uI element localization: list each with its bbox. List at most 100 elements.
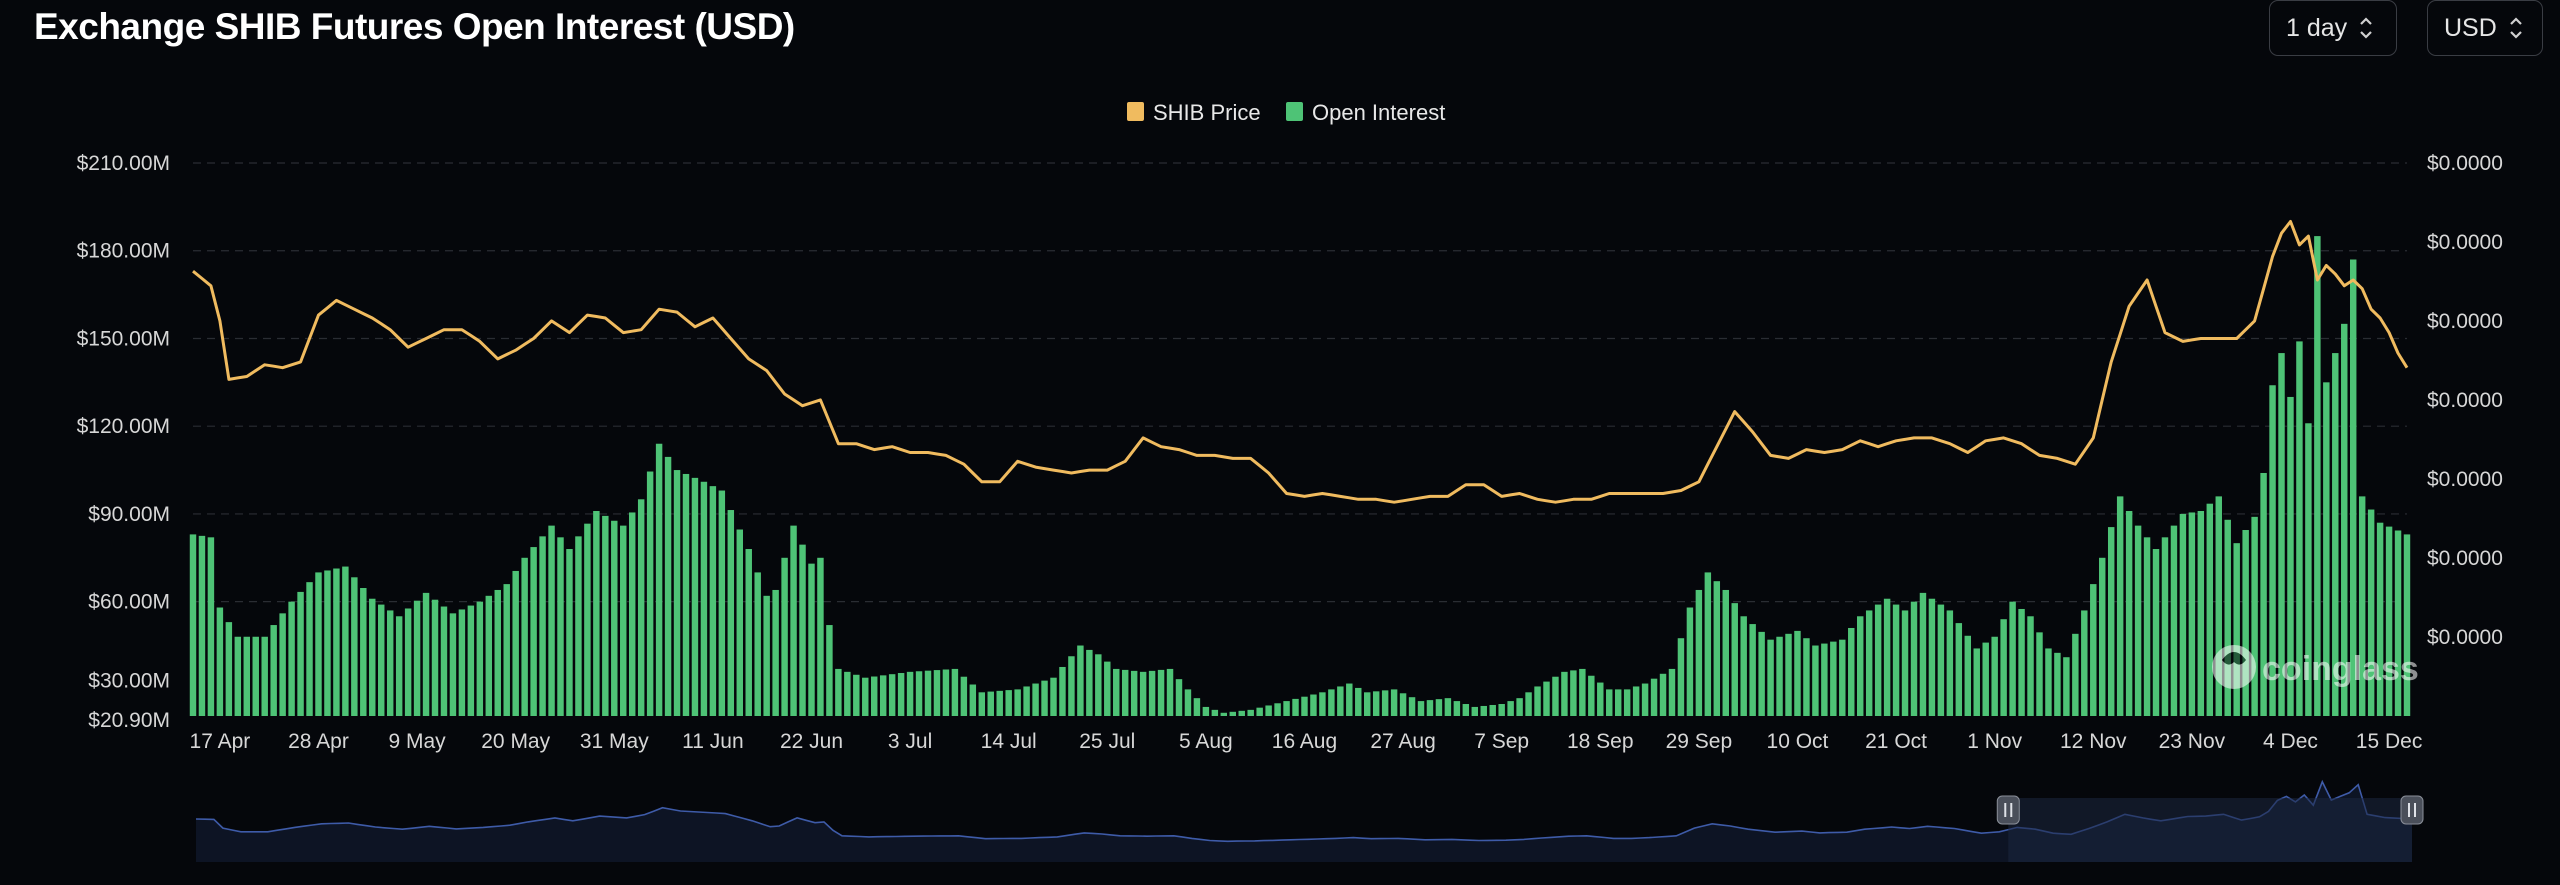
open-interest-bar[interactable] [503, 584, 510, 716]
legend-item-shib-price[interactable]: SHIB Price [1127, 100, 1261, 125]
open-interest-bar[interactable] [1623, 689, 1631, 716]
open-interest-bar[interactable] [1399, 693, 1407, 716]
open-interest-bar[interactable] [1848, 627, 1855, 716]
open-interest-bar[interactable] [1632, 686, 1640, 716]
open-interest-bar[interactable] [655, 443, 663, 716]
open-interest-bar[interactable] [915, 671, 923, 716]
open-interest-bar[interactable] [2054, 652, 2061, 716]
open-interest-bar[interactable] [2349, 259, 2357, 717]
open-interest-bar[interactable] [512, 570, 519, 716]
open-interest-bar[interactable] [1023, 686, 1030, 716]
open-interest-bar[interactable] [351, 577, 358, 716]
open-interest-bar[interactable] [548, 525, 555, 716]
open-interest-bar[interactable] [413, 600, 421, 716]
open-interest-bar[interactable] [1740, 616, 1747, 716]
open-interest-bar[interactable] [844, 671, 851, 716]
open-interest-bar[interactable] [1113, 668, 1120, 716]
open-interest-bar[interactable] [1328, 689, 1335, 716]
open-interest-bar[interactable] [1265, 705, 1272, 716]
legend-item-open-interest[interactable]: Open Interest [1286, 100, 1445, 125]
open-interest-bar[interactable] [2197, 511, 2205, 716]
open-interest-bar[interactable] [1220, 712, 1228, 716]
open-interest-bar[interactable] [1059, 666, 1066, 716]
open-interest-bar[interactable] [207, 537, 215, 716]
open-interest-bar[interactable] [691, 477, 699, 716]
open-interest-bar[interactable] [1283, 701, 1290, 716]
open-interest-bar[interactable] [1982, 642, 1989, 716]
open-interest-bar[interactable] [494, 589, 501, 716]
open-interest-bar[interactable] [2099, 557, 2106, 716]
open-interest-bar[interactable] [1372, 691, 1380, 716]
open-interest-bar[interactable] [1543, 681, 1550, 716]
open-interest-bar[interactable] [324, 570, 331, 716]
open-interest-bar[interactable] [1310, 694, 1317, 716]
open-interest-bar[interactable] [1355, 687, 1362, 716]
open-interest-bar[interactable] [2134, 525, 2142, 716]
open-interest-bar[interactable] [1211, 709, 1219, 716]
open-interest-bar[interactable] [2107, 527, 2115, 716]
open-interest-bar[interactable] [897, 673, 905, 716]
open-interest-bar[interactable] [360, 588, 367, 716]
open-interest-bar[interactable] [2188, 512, 2196, 716]
open-interest-bar[interactable] [2152, 549, 2160, 716]
open-interest-bar[interactable] [1713, 581, 1721, 716]
shib-price-line[interactable] [192, 220, 2409, 504]
open-interest-bar[interactable] [1758, 631, 1765, 716]
open-interest-bar[interactable] [2260, 472, 2267, 716]
open-interest-bar[interactable] [1471, 706, 1479, 716]
open-interest-bar[interactable] [593, 511, 600, 716]
pause-handle-icon[interactable] [2400, 795, 2424, 825]
open-interest-bar[interactable] [566, 549, 573, 716]
open-interest-bar[interactable] [2242, 530, 2249, 716]
open-interest-bar[interactable] [745, 549, 752, 716]
open-interest-bar[interactable] [1597, 682, 1604, 716]
open-interest-bar[interactable] [969, 684, 977, 716]
open-interest-bar[interactable] [1130, 670, 1138, 716]
open-interest-bar[interactable] [1955, 623, 1963, 716]
open-interest-bar[interactable] [826, 625, 833, 716]
open-interest-bar[interactable] [1498, 704, 1505, 716]
open-interest-bar[interactable] [2090, 584, 2097, 716]
open-interest-bar[interactable] [2009, 601, 2016, 716]
open-interest-bar[interactable] [2376, 522, 2384, 716]
open-interest-bar[interactable] [1417, 701, 1425, 716]
open-interest-bar[interactable] [1776, 636, 1783, 716]
open-interest-bar[interactable] [924, 670, 932, 716]
open-interest-bar[interactable] [440, 606, 448, 716]
open-interest-bar[interactable] [2125, 511, 2133, 716]
navigator-selection[interactable] [2008, 798, 2412, 862]
open-interest-bar[interactable] [1319, 692, 1326, 716]
open-interest-bar[interactable] [709, 486, 717, 716]
open-interest-bar[interactable] [1408, 697, 1416, 716]
open-interest-bar[interactable] [1274, 703, 1281, 716]
open-interest-bar[interactable] [2269, 385, 2276, 716]
open-interest-bar[interactable] [2143, 537, 2151, 716]
open-interest-bar[interactable] [602, 515, 609, 716]
open-interest-bar[interactable] [1606, 689, 1613, 716]
open-interest-bar[interactable] [1525, 692, 1532, 716]
open-interest-bar[interactable] [1704, 572, 1712, 716]
open-interest-bar[interactable] [1238, 710, 1245, 716]
currency-select[interactable]: USD [2427, 0, 2543, 56]
open-interest-bar[interactable] [1516, 698, 1523, 716]
open-interest-bar[interactable] [458, 609, 466, 716]
open-interest-bar[interactable] [1068, 656, 1075, 716]
open-interest-bar[interactable] [960, 676, 968, 716]
open-interest-bar[interactable] [871, 676, 878, 716]
open-interest-bar[interactable] [2367, 509, 2375, 716]
open-interest-bar[interactable] [1668, 668, 1676, 716]
open-interest-bar[interactable] [2394, 530, 2402, 717]
open-interest-bar[interactable] [906, 671, 914, 716]
open-interest-bar[interactable] [1489, 704, 1496, 716]
open-interest-bar[interactable] [1390, 689, 1398, 716]
open-interest-bar[interactable] [485, 595, 493, 716]
open-interest-bar[interactable] [530, 547, 537, 716]
open-interest-bar[interactable] [234, 636, 242, 716]
open-interest-bar[interactable] [1919, 592, 1927, 716]
open-interest-bar[interactable] [1579, 668, 1586, 716]
open-interest-bar[interactable] [1614, 689, 1622, 716]
open-interest-bar[interactable] [772, 589, 779, 716]
open-interest-bar[interactable] [1821, 643, 1828, 716]
open-interest-bar[interactable] [315, 572, 322, 716]
open-interest-bar[interactable] [1991, 636, 1998, 716]
